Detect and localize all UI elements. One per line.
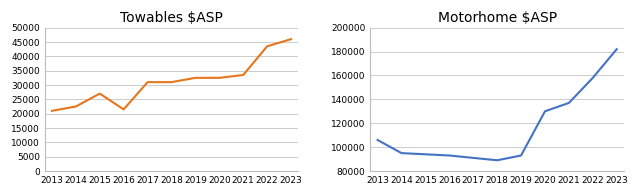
Title: Motorhome $ASP: Motorhome $ASP (438, 11, 557, 25)
Title: Towables $ASP: Towables $ASP (120, 11, 223, 25)
